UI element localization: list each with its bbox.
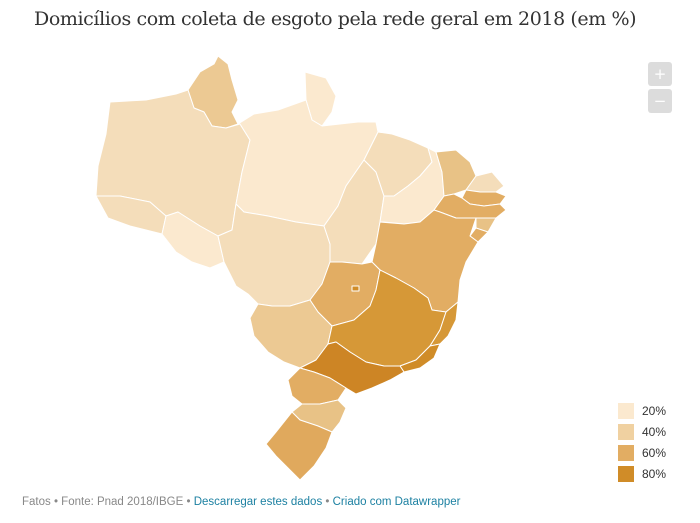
footer-separator: • <box>183 496 194 508</box>
footer: Fatos • Fonte: Pnad 2018/IBGE • Descarre… <box>22 496 460 508</box>
legend: 20% 40% 60% 80% <box>618 400 666 484</box>
download-data-link[interactable]: Descarregar estes dados <box>193 496 323 508</box>
region-rj[interactable] <box>399 343 441 373</box>
legend-swatch <box>618 465 634 482</box>
legend-swatch <box>618 444 634 461</box>
footer-source: Fatos • Fonte: Pnad 2018/IBGE <box>22 496 184 508</box>
datawrapper-credit-link[interactable]: Criado com Datawrapper <box>332 496 461 508</box>
legend-swatch <box>618 402 634 419</box>
legend-label: 40% <box>642 424 667 439</box>
legend-label: 20% <box>642 403 667 418</box>
chart-title: Domicílios com coleta de esgoto pela red… <box>34 8 637 30</box>
region-df[interactable] <box>351 285 360 292</box>
brazil-map <box>0 40 700 490</box>
legend-item: 80% <box>618 463 666 484</box>
legend-item: 20% <box>618 400 666 421</box>
legend-label: 80% <box>642 466 667 481</box>
map-svg <box>95 55 507 481</box>
legend-item: 60% <box>618 442 666 463</box>
zoom-in-button[interactable]: + <box>648 62 672 86</box>
region-ro[interactable] <box>161 211 225 269</box>
zoom-out-button[interactable]: − <box>648 89 672 113</box>
legend-label: 60% <box>642 445 667 460</box>
footer-separator: • <box>322 496 333 508</box>
region-rs[interactable] <box>265 411 333 481</box>
legend-swatch <box>618 423 634 440</box>
region-es[interactable] <box>429 301 459 347</box>
legend-item: 40% <box>618 421 666 442</box>
